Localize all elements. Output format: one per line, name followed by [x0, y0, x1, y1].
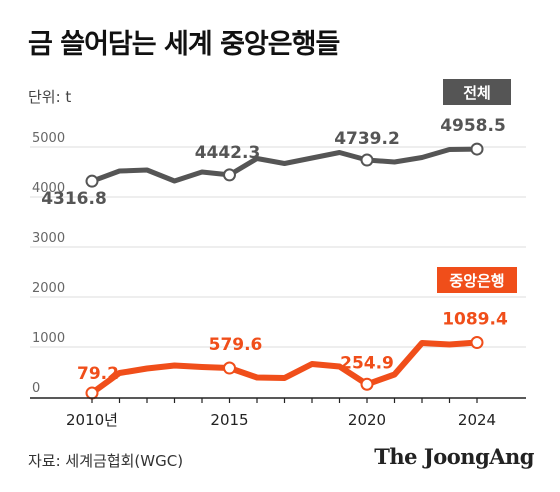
data-label: 1089.4 — [442, 310, 508, 330]
y-tick-label: 4000 — [32, 181, 65, 196]
y-tick-label: 3000 — [32, 231, 65, 246]
y-tick-label: 1000 — [32, 331, 65, 346]
data-label: 4316.8 — [41, 189, 107, 209]
data-label: 4739.2 — [334, 129, 400, 149]
brand-logo: The JoongAng — [374, 444, 534, 469]
legend-box — [437, 267, 517, 293]
x-tick-label: 2024 — [458, 411, 496, 429]
data-point — [85, 174, 99, 188]
data-point — [470, 142, 484, 156]
data-point — [360, 153, 374, 167]
x-tick-label: 2020 — [348, 411, 386, 429]
series-line-0 — [89, 146, 480, 184]
legend-label: 전체 — [463, 84, 491, 102]
data-label: 79.2 — [77, 364, 119, 384]
legend-box — [443, 79, 511, 105]
x-tick-label: 2015 — [210, 411, 248, 429]
data-label: 4442.3 — [195, 143, 261, 163]
y-tick-label: 5000 — [32, 131, 65, 146]
data-point — [223, 168, 236, 182]
data-point — [360, 377, 374, 391]
data-label: 254.9 — [340, 353, 394, 373]
source-note: 자료: 세계금협회(WGC) — [28, 452, 184, 470]
data-point — [223, 361, 236, 375]
data-label: 4958.5 — [440, 116, 506, 136]
legend-label: 중앙은행 — [449, 272, 504, 290]
chart-title: 금 쓸어담는 세계 중앙은행들 — [28, 29, 340, 60]
y-tick-label: 2000 — [32, 281, 65, 296]
unit-label: 단위: t — [28, 88, 72, 106]
x-tick-label: 2010년 — [66, 411, 118, 429]
data-label: 579.6 — [209, 335, 263, 355]
data-point — [470, 336, 484, 350]
series-line-1 — [89, 339, 480, 396]
data-point — [85, 386, 99, 400]
y-tick-label: 0 — [32, 381, 40, 396]
